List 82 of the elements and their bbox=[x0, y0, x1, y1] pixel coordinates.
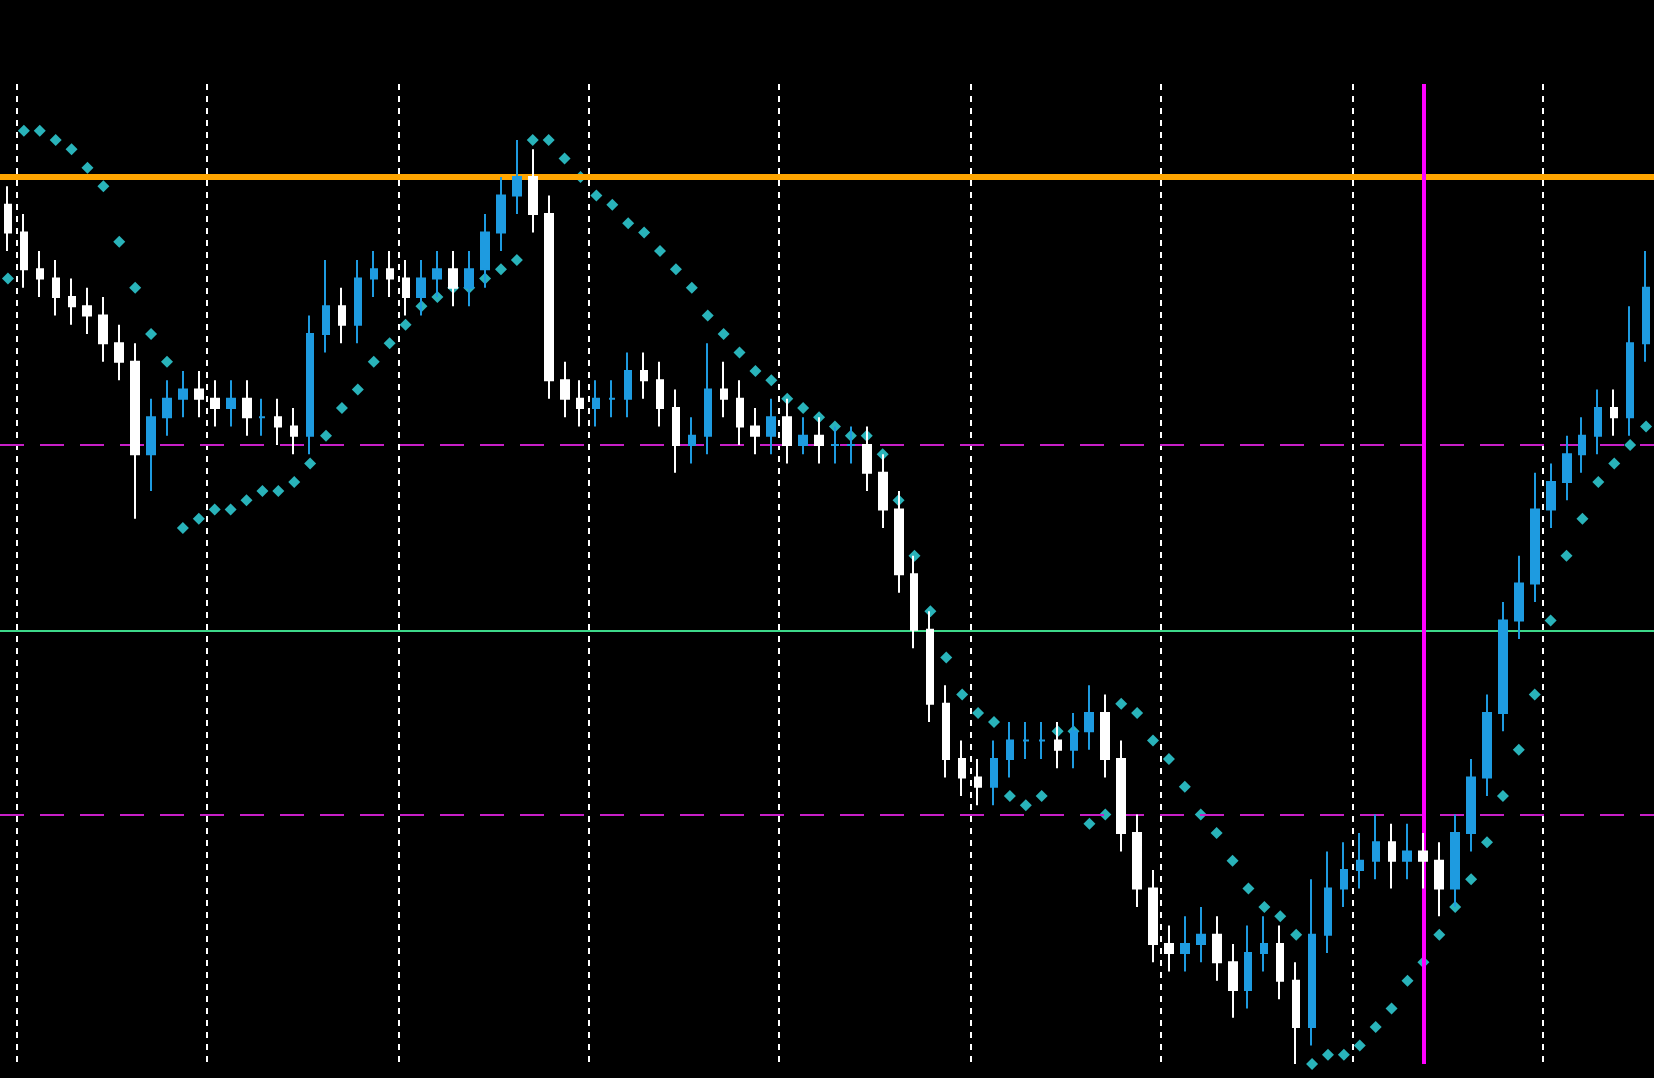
candlestick bbox=[98, 296, 108, 363]
candlestick bbox=[720, 360, 728, 419]
candlestick bbox=[130, 342, 140, 520]
candlestick bbox=[592, 379, 600, 428]
candlestick bbox=[608, 379, 616, 419]
candlestick bbox=[114, 323, 124, 382]
candlestick bbox=[274, 397, 282, 446]
candlestick bbox=[1180, 915, 1190, 973]
candlestick bbox=[306, 314, 314, 456]
candlestick bbox=[942, 684, 950, 779]
candlestick bbox=[338, 286, 346, 345]
candlestick bbox=[1132, 813, 1142, 908]
candlestick bbox=[624, 351, 632, 419]
candlestick bbox=[688, 416, 696, 465]
candlestick bbox=[528, 148, 538, 234]
candlestick bbox=[178, 370, 188, 419]
candlestick bbox=[656, 360, 664, 428]
candlestick bbox=[576, 379, 584, 428]
candlestick bbox=[1642, 249, 1650, 363]
candlestick bbox=[672, 388, 680, 474]
candlestick bbox=[1022, 721, 1030, 761]
candlestick bbox=[242, 379, 252, 437]
candlestick bbox=[1388, 822, 1396, 890]
candlestick bbox=[1562, 434, 1572, 502]
candlestick bbox=[798, 416, 808, 456]
candlestick bbox=[1340, 841, 1348, 908]
candlestick bbox=[386, 249, 394, 299]
candlestick bbox=[1308, 878, 1316, 1047]
candlestick bbox=[496, 175, 506, 252]
candlestick bbox=[162, 379, 172, 437]
candlestick bbox=[1482, 693, 1492, 798]
candlestick bbox=[1626, 305, 1634, 437]
candlestick bbox=[512, 139, 522, 215]
candlestick bbox=[1498, 601, 1508, 733]
candlestick bbox=[640, 351, 648, 400]
candlestick bbox=[958, 739, 966, 798]
candlestick bbox=[1084, 684, 1094, 751]
candlestick bbox=[290, 406, 298, 456]
candlestick bbox=[1514, 554, 1524, 640]
candlestick bbox=[1578, 416, 1586, 474]
candlestick bbox=[82, 286, 92, 336]
candlestick bbox=[1196, 905, 1206, 964]
candlestick bbox=[1070, 711, 1078, 770]
candlestick bbox=[1244, 924, 1252, 1010]
candlestick bbox=[68, 277, 76, 326]
candlestick bbox=[36, 249, 44, 299]
candlestick bbox=[1116, 739, 1126, 853]
candlestick bbox=[52, 259, 60, 317]
candlestick bbox=[1276, 924, 1284, 1001]
candlestick bbox=[1546, 462, 1556, 530]
candlestick bbox=[1100, 693, 1110, 779]
candlestick bbox=[1356, 832, 1364, 890]
candlestick bbox=[990, 739, 998, 807]
candlestick bbox=[322, 259, 330, 354]
candlestick bbox=[1418, 832, 1428, 890]
candlestick bbox=[750, 406, 760, 456]
candlestick bbox=[1530, 471, 1540, 603]
candlestick bbox=[560, 360, 570, 419]
candlestick bbox=[370, 249, 378, 299]
candlestick bbox=[1228, 942, 1238, 1019]
candlestick bbox=[1372, 813, 1380, 881]
candlestick bbox=[544, 194, 554, 400]
candlestick bbox=[1038, 721, 1046, 761]
candlestick bbox=[354, 259, 362, 345]
candlestick bbox=[1466, 758, 1476, 853]
candlestick bbox=[1610, 388, 1618, 437]
candlestick bbox=[1402, 822, 1412, 881]
candlestick bbox=[736, 379, 744, 446]
candlestick bbox=[1054, 721, 1062, 770]
candlestick bbox=[1594, 388, 1602, 456]
candlestick bbox=[4, 185, 12, 252]
candlestick bbox=[146, 397, 156, 493]
candlestick bbox=[1292, 961, 1300, 1065]
candlestick bbox=[1212, 915, 1222, 982]
candlestick bbox=[226, 379, 236, 428]
candlestick bbox=[766, 397, 776, 456]
candlestick bbox=[258, 397, 266, 437]
candlestick bbox=[1260, 915, 1268, 973]
candlestick bbox=[1324, 850, 1332, 955]
candlestick bbox=[1006, 721, 1014, 779]
candlestick bbox=[1434, 841, 1444, 918]
candlestick bbox=[704, 342, 712, 456]
